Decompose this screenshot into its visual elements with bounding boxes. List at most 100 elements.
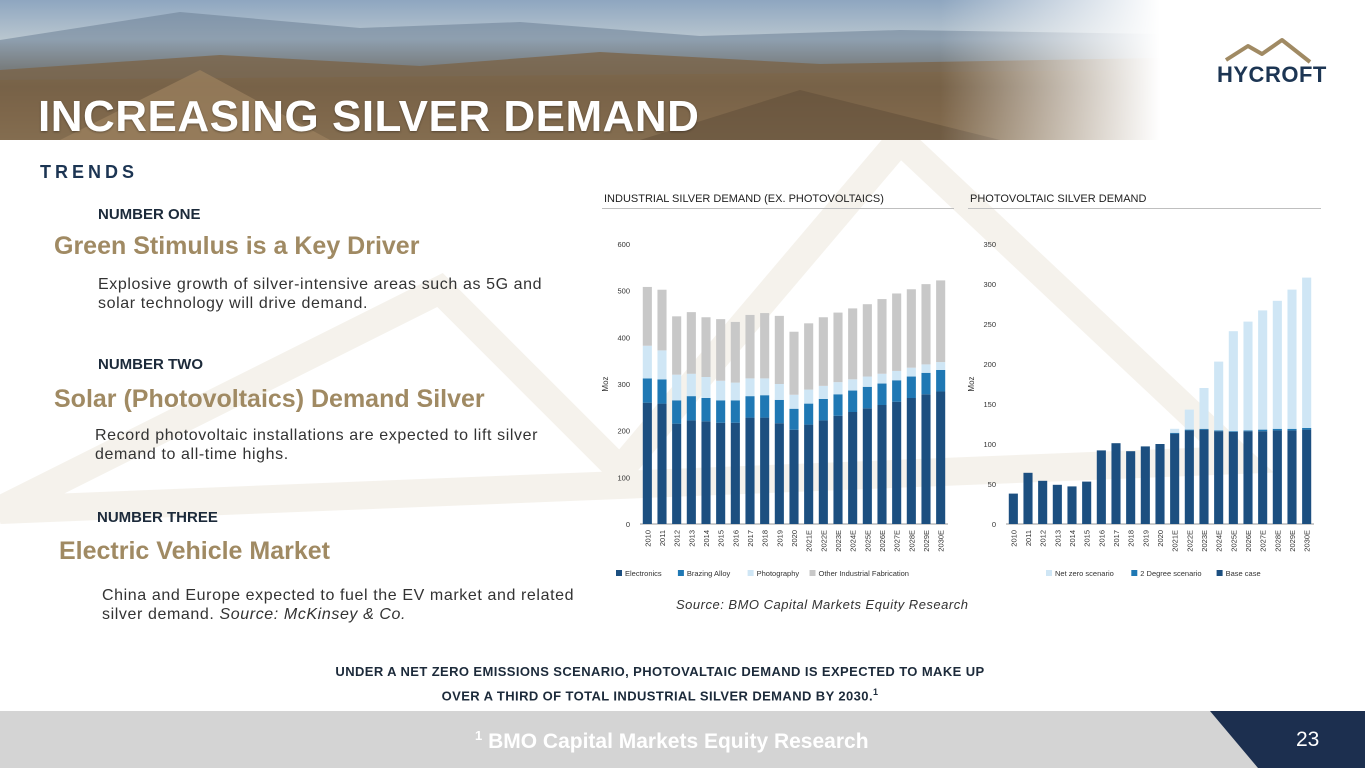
bar-segment — [672, 423, 682, 524]
chart-title-industrial: INDUSTRIAL SILVER DEMAND (EX. PHOTOVOLTA… — [604, 193, 884, 205]
bar-segment — [1258, 429, 1268, 432]
x-tick-label: 2022E — [1185, 530, 1194, 552]
page-title: INCREASING SILVER DEMAND — [38, 92, 700, 141]
x-tick-label: 2016 — [1097, 530, 1106, 547]
logo-text: HYCROFT — [1217, 62, 1327, 87]
bar-segment — [657, 379, 667, 404]
bar-segment — [1272, 428, 1282, 431]
legend-swatch — [809, 570, 816, 576]
mountain-icon — [1224, 38, 1312, 64]
background-watermark — [0, 140, 1274, 524]
bar-segment — [862, 376, 872, 387]
bar-segment — [921, 394, 931, 524]
trend-heading-two: Solar (Photovoltaics) Demand Silver — [54, 385, 485, 413]
page-number: 23 — [1296, 728, 1320, 751]
bar-segment — [1302, 429, 1312, 524]
x-tick-label: 2012 — [673, 530, 682, 547]
bar-segment — [716, 380, 726, 401]
company-logo: HYCROFT — [1214, 36, 1327, 92]
bar-segment — [730, 321, 740, 383]
x-tick-label: 2025E — [1229, 530, 1238, 552]
x-tick-label: 2030E — [1303, 530, 1312, 552]
y-tick-label: 200 — [617, 427, 630, 436]
bar-segment — [1287, 428, 1297, 431]
y-tick-label: 300 — [983, 280, 996, 289]
bar-segment — [804, 403, 814, 425]
bar-segment — [804, 389, 814, 404]
legend-swatch — [1131, 570, 1138, 576]
bar-segment — [774, 399, 784, 424]
footnote: 1 BMO Capital Markets Equity Research — [475, 728, 869, 754]
bar-segment — [1228, 432, 1238, 524]
x-tick-label: 2014 — [702, 530, 711, 547]
callout-line-1: UNDER A NET ZERO EMISSIONS SCENARIO, PHO… — [335, 664, 985, 679]
bar-segment — [760, 395, 770, 418]
bar-segment — [672, 374, 682, 401]
bar-segment — [1096, 450, 1106, 524]
y-tick-label: 400 — [617, 333, 630, 342]
bar-segment — [848, 412, 858, 524]
bar-segment — [892, 293, 902, 371]
section-heading: TRENDS — [40, 162, 139, 182]
bar-segment — [745, 378, 755, 397]
footnote-text: BMO Capital Markets Equity Research — [488, 730, 869, 753]
bar-segment — [730, 422, 740, 524]
callout-line-2-text: OVER A THIRD OF TOTAL INDUSTRIAL SILVER … — [441, 688, 873, 704]
trend-number-two: NUMBER TWO — [98, 356, 203, 373]
x-tick-label: 2030E — [937, 530, 946, 552]
bar-segment — [657, 403, 667, 524]
industrial-silver-demand-chart: 0 100 200 300 400 500 600 Moz 2010 2011 2012 2013 20… — [601, 240, 948, 578]
bar-segment — [730, 382, 740, 401]
bar-segment — [1214, 431, 1224, 524]
bar-segment — [1126, 451, 1136, 524]
bar-segment — [686, 373, 696, 397]
legend-label: Net zero scenario — [1055, 569, 1114, 578]
trend-body-three: China and Europe expected to fuel the EV… — [102, 586, 582, 624]
bar-segment — [848, 379, 858, 391]
bar-segment — [921, 364, 931, 373]
bar-segment — [892, 401, 902, 524]
bar-segment — [1111, 443, 1121, 524]
bar-segment — [936, 370, 946, 392]
bar-segment — [1008, 493, 1018, 524]
bar-segment — [1214, 430, 1224, 432]
bar-segment — [1243, 431, 1253, 524]
y-tick-label: 500 — [617, 287, 630, 296]
legend-swatch — [747, 570, 754, 576]
bar-segment — [818, 317, 828, 386]
trend-number-one: NUMBER ONE — [98, 206, 201, 223]
bar-segment — [760, 378, 770, 396]
bar-segment — [657, 289, 667, 351]
bar-segment — [1184, 409, 1194, 430]
trend-heading-three: Electric Vehicle Market — [59, 537, 330, 565]
legend-label: 2 Degree scenario — [1140, 569, 1201, 578]
bar-segment — [701, 398, 711, 422]
bar-segment — [672, 316, 682, 375]
y-tick-label: 150 — [983, 400, 996, 409]
bar-segment — [921, 284, 931, 365]
bar-segment — [1258, 431, 1268, 524]
y-tick-label: 200 — [983, 360, 996, 369]
bar-segment — [642, 286, 652, 346]
bar-segment — [1170, 428, 1180, 433]
bar-segment — [1258, 310, 1268, 430]
footnote-mark: 1 — [475, 728, 483, 743]
bar-segment — [936, 391, 946, 524]
y-tick-label: 100 — [617, 473, 630, 482]
x-tick-label: 2029E — [1288, 530, 1297, 552]
bar-segment — [642, 378, 652, 403]
legend-swatch — [677, 570, 684, 576]
legend-swatch — [616, 570, 622, 576]
bar-segment — [936, 280, 946, 363]
x-tick-label: 2023E — [1200, 530, 1209, 552]
trend-body-one: Explosive growth of silver-intensive are… — [98, 276, 543, 312]
bar-segment — [774, 384, 784, 400]
legend-label: Electronics — [625, 569, 662, 578]
x-tick-label: 2017 — [1112, 530, 1121, 547]
x-tick-label: 2020 — [1156, 530, 1165, 547]
photovoltaic-silver-demand-chart: 0 50 100 150 200 250 300 350 Moz 2010 2011 2012 2013… — [967, 240, 1314, 578]
bar-segment — [818, 398, 828, 421]
x-tick-label: 2013 — [687, 530, 696, 547]
bar-segment — [1287, 289, 1297, 429]
bar-segment — [1243, 430, 1253, 432]
